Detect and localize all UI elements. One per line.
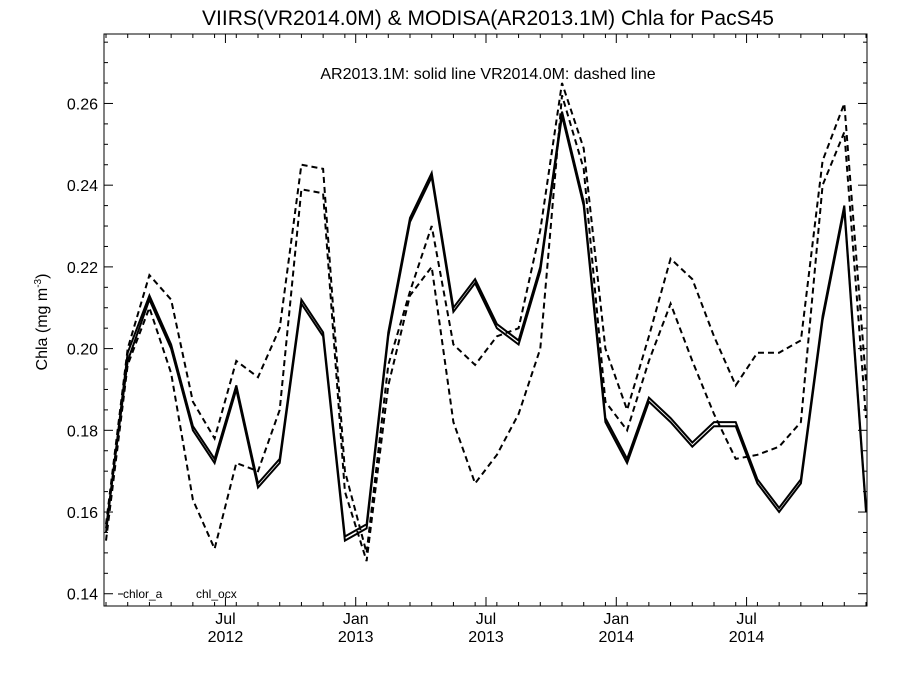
y-tick-label: 0.18 [67,423,98,440]
series-line-3 [105,82,867,554]
y-tick-label: 0.22 [67,260,98,277]
x-tick-month-label: Jan [603,611,629,628]
series-line-1 [105,111,867,539]
y-tick-label: 0.14 [67,587,98,604]
series-lines [105,82,867,562]
x-tick-year-label: 2013 [468,629,504,646]
x-tick-month-label: Jul [736,611,756,628]
legend-label-chlor-a: chlor_a [123,587,163,601]
chart-title: VIIRS(VR2014.0M) & MODISA(AR2013.1M) Chl… [202,7,774,30]
y-tick-label: 0.16 [67,505,98,522]
x-tick-month-label: Jul [476,611,496,628]
y-axis-label-close: ) [34,274,51,279]
line-style-annotation: AR2013.1M: solid line VR2014.0M: dashed … [320,66,655,83]
x-tick-month-label: Jan [343,611,369,628]
y-tick-label: 0.26 [67,96,98,113]
x-tick-year-label: 2014 [598,629,634,646]
legend: chlor_a chl_ocx [118,587,237,601]
plot-area-frame [103,33,868,607]
x-tick-month-label: Jul [215,611,235,628]
y-axis-label-main: Chla (mg m [34,288,51,371]
series-line-4 [105,95,867,562]
y-axis: 0.14 0.16 0.18 0.20 0.22 0.24 0.26 [67,41,867,604]
legend-label-chl-ocx: chl_ocx [196,587,237,601]
x-tick-year-label: 2014 [729,629,765,646]
x-tick-year-label: 2012 [208,629,244,646]
y-tick-label: 0.20 [67,342,98,359]
x-tick-year-label: 2013 [338,629,374,646]
series-line-2 [105,115,867,543]
y-axis-label: Chla (mg m-3) [33,274,51,371]
y-tick-label: 0.24 [67,178,98,195]
y-axis-label-superscript: -3 [33,278,44,287]
